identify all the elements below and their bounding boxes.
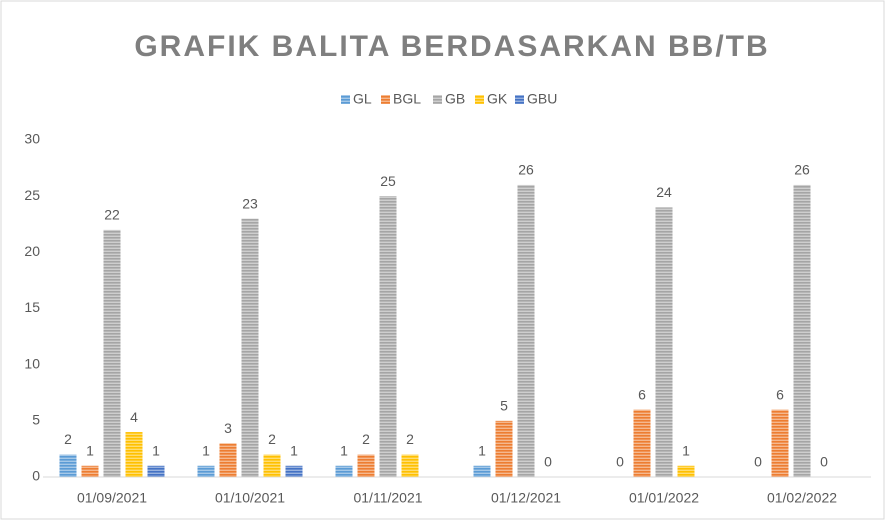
bar (517, 184, 535, 477)
y-tick-label: 25 (24, 187, 40, 203)
y-tick-label: 0 (32, 468, 40, 484)
bar (125, 432, 143, 477)
legend-swatch (433, 95, 442, 104)
data-label: 25 (380, 173, 396, 189)
data-label: 1 (290, 442, 298, 458)
data-label: 3 (224, 420, 232, 436)
data-label: 2 (268, 431, 276, 447)
bar (81, 465, 99, 477)
y-tick-label: 20 (24, 243, 40, 259)
x-tick-label: 01/10/2021 (215, 490, 285, 506)
bar (263, 454, 281, 477)
bar (473, 465, 491, 477)
data-label: 1 (86, 442, 94, 458)
legend-swatch (515, 95, 524, 104)
data-label: 6 (776, 386, 784, 402)
data-label: 1 (682, 442, 690, 458)
data-label: 24 (656, 184, 672, 200)
data-label: 2 (362, 431, 370, 447)
bar (219, 443, 237, 477)
bar (677, 465, 695, 477)
data-label: 0 (544, 454, 552, 470)
legend-label: GBU (527, 91, 557, 107)
y-tick-label: 10 (24, 355, 40, 371)
legend-label: GB (445, 91, 465, 107)
bar (495, 420, 513, 477)
data-label: 1 (340, 442, 348, 458)
x-tick-label: 01/02/2022 (767, 490, 837, 506)
data-label: 1 (152, 442, 160, 458)
bar (793, 184, 811, 477)
data-label: 1 (478, 442, 486, 458)
x-tick-label: 01/11/2021 (353, 490, 422, 506)
data-label: 2 (64, 431, 72, 447)
chart-title: GRAFIK BALITA BERDASARKAN BB/TB (134, 30, 769, 63)
data-label: 23 (242, 195, 258, 211)
y-tick-label: 5 (32, 412, 40, 428)
bar (771, 409, 789, 477)
data-label: 0 (754, 454, 762, 470)
bar (197, 465, 215, 477)
legend-swatch (341, 95, 350, 104)
legend-swatch (475, 95, 484, 104)
bar (379, 196, 397, 477)
data-label: 0 (820, 454, 828, 470)
bar (335, 465, 353, 477)
data-label: 1 (202, 442, 210, 458)
x-tick-label: 01/01/2022 (629, 490, 699, 506)
x-tick-label: 01/09/2021 (77, 490, 147, 506)
bar (103, 229, 121, 477)
legend-swatch (381, 95, 390, 104)
data-label: 26 (794, 162, 810, 178)
legend-label: GL (353, 91, 372, 107)
data-label: 26 (518, 162, 534, 178)
data-label: 0 (616, 454, 624, 470)
data-label: 6 (638, 386, 646, 402)
bar (655, 207, 673, 477)
bar (357, 454, 375, 477)
y-tick-label: 15 (24, 299, 40, 315)
bar (633, 409, 651, 477)
legend-label: GK (487, 91, 508, 107)
bar (241, 218, 259, 477)
bar (401, 454, 419, 477)
legend-label: BGL (393, 91, 421, 107)
data-label: 5 (500, 398, 508, 414)
data-label: 4 (130, 409, 138, 425)
y-tick-label: 30 (24, 131, 40, 147)
data-label: 2 (406, 431, 414, 447)
x-tick-label: 01/12/2021 (491, 490, 561, 506)
bar (285, 465, 303, 477)
bar (147, 465, 165, 477)
data-label: 22 (104, 207, 120, 223)
bar (59, 454, 77, 477)
